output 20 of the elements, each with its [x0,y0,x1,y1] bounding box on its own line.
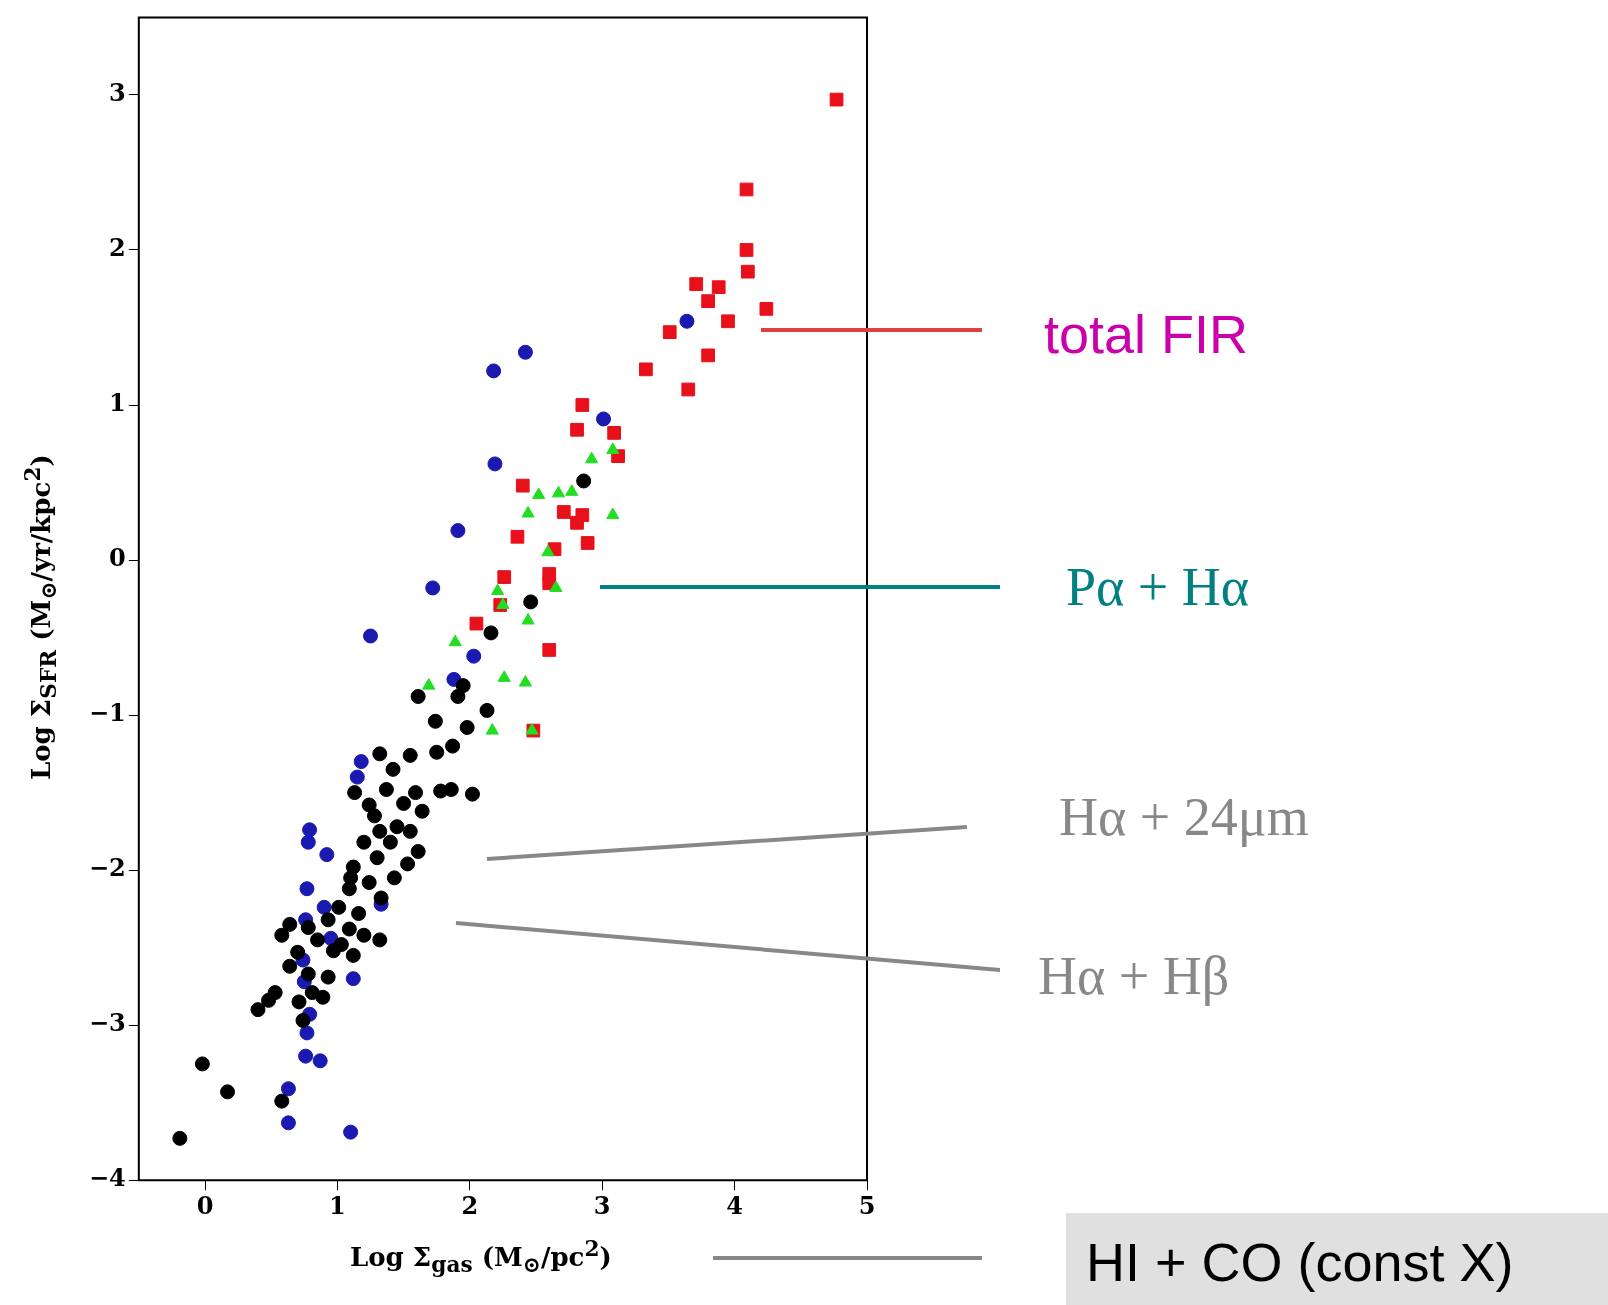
text: Hα + 24μm [1059,786,1309,848]
x-tick-label: 4 [726,1190,743,1220]
x-axis-title: Log Σ$_{gas}$ (M$_{⊙}$/pc$^{2}$) [350,1236,612,1277]
text: Hα + Hβ [1038,945,1230,1007]
y-tick-label: −2 [89,853,126,883]
text: Pα + Hα [1066,556,1250,618]
y-tick-label: −4 [89,1163,126,1193]
y-tick-label: 1 [109,388,126,418]
y-tick-label: 3 [109,78,126,108]
y-tick-label: 2 [109,233,126,263]
text: total FIR [1044,303,1249,365]
y-tick-label: −3 [89,1008,126,1038]
y-tick-label: −1 [89,698,126,728]
text: HI + CO (const X) [1086,1231,1514,1293]
x-tick-label: 1 [329,1190,346,1220]
y-tick-label: 0 [109,543,126,573]
x-tick-label: 2 [461,1190,479,1220]
x-tick-label: 3 [593,1190,611,1220]
x-tick-label: 5 [858,1190,876,1220]
x-tick-label: 0 [196,1190,214,1220]
